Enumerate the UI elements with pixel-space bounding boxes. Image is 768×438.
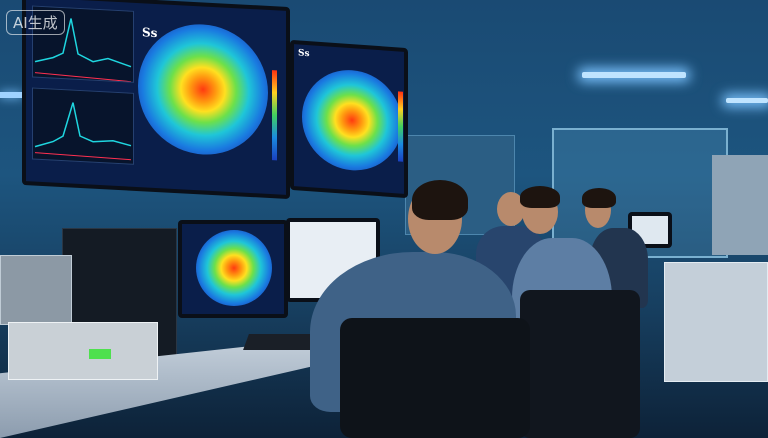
wall-light: [0, 92, 22, 98]
hair: [520, 186, 560, 208]
watermark: AI生成: [6, 10, 65, 35]
spectrum-plot: [32, 87, 134, 165]
power-supply: [0, 255, 72, 325]
spectrum-line: [34, 18, 132, 83]
screen-label: Ss: [298, 48, 310, 60]
color-bar: [398, 91, 403, 162]
drawer-cabinet: [664, 262, 768, 382]
hair: [582, 188, 616, 208]
large-monitor-right: Ss: [290, 39, 408, 199]
heatmap: [302, 66, 402, 174]
ceiling-light: [726, 98, 768, 103]
ceiling-light: [582, 72, 686, 78]
spectrum-plot: [32, 5, 134, 83]
instrument-rack: [712, 155, 768, 255]
screen-label: Ss: [142, 25, 158, 41]
office-chair: [340, 318, 530, 438]
monitor-screen: Ss: [26, 0, 286, 195]
desk-monitor-heatmap: [178, 220, 288, 318]
instrument-display: [89, 349, 111, 359]
color-bar: [272, 70, 277, 161]
heatmap: [196, 230, 272, 306]
monitor-screen: Ss: [294, 44, 404, 194]
office-chair: [520, 290, 640, 438]
large-monitor-left: Ss: [22, 0, 290, 200]
spectrum-line: [34, 102, 132, 161]
hair: [412, 180, 468, 220]
lab-instrument: [8, 322, 158, 380]
heatmap: [138, 21, 268, 158]
monitor-screen: [182, 224, 284, 314]
